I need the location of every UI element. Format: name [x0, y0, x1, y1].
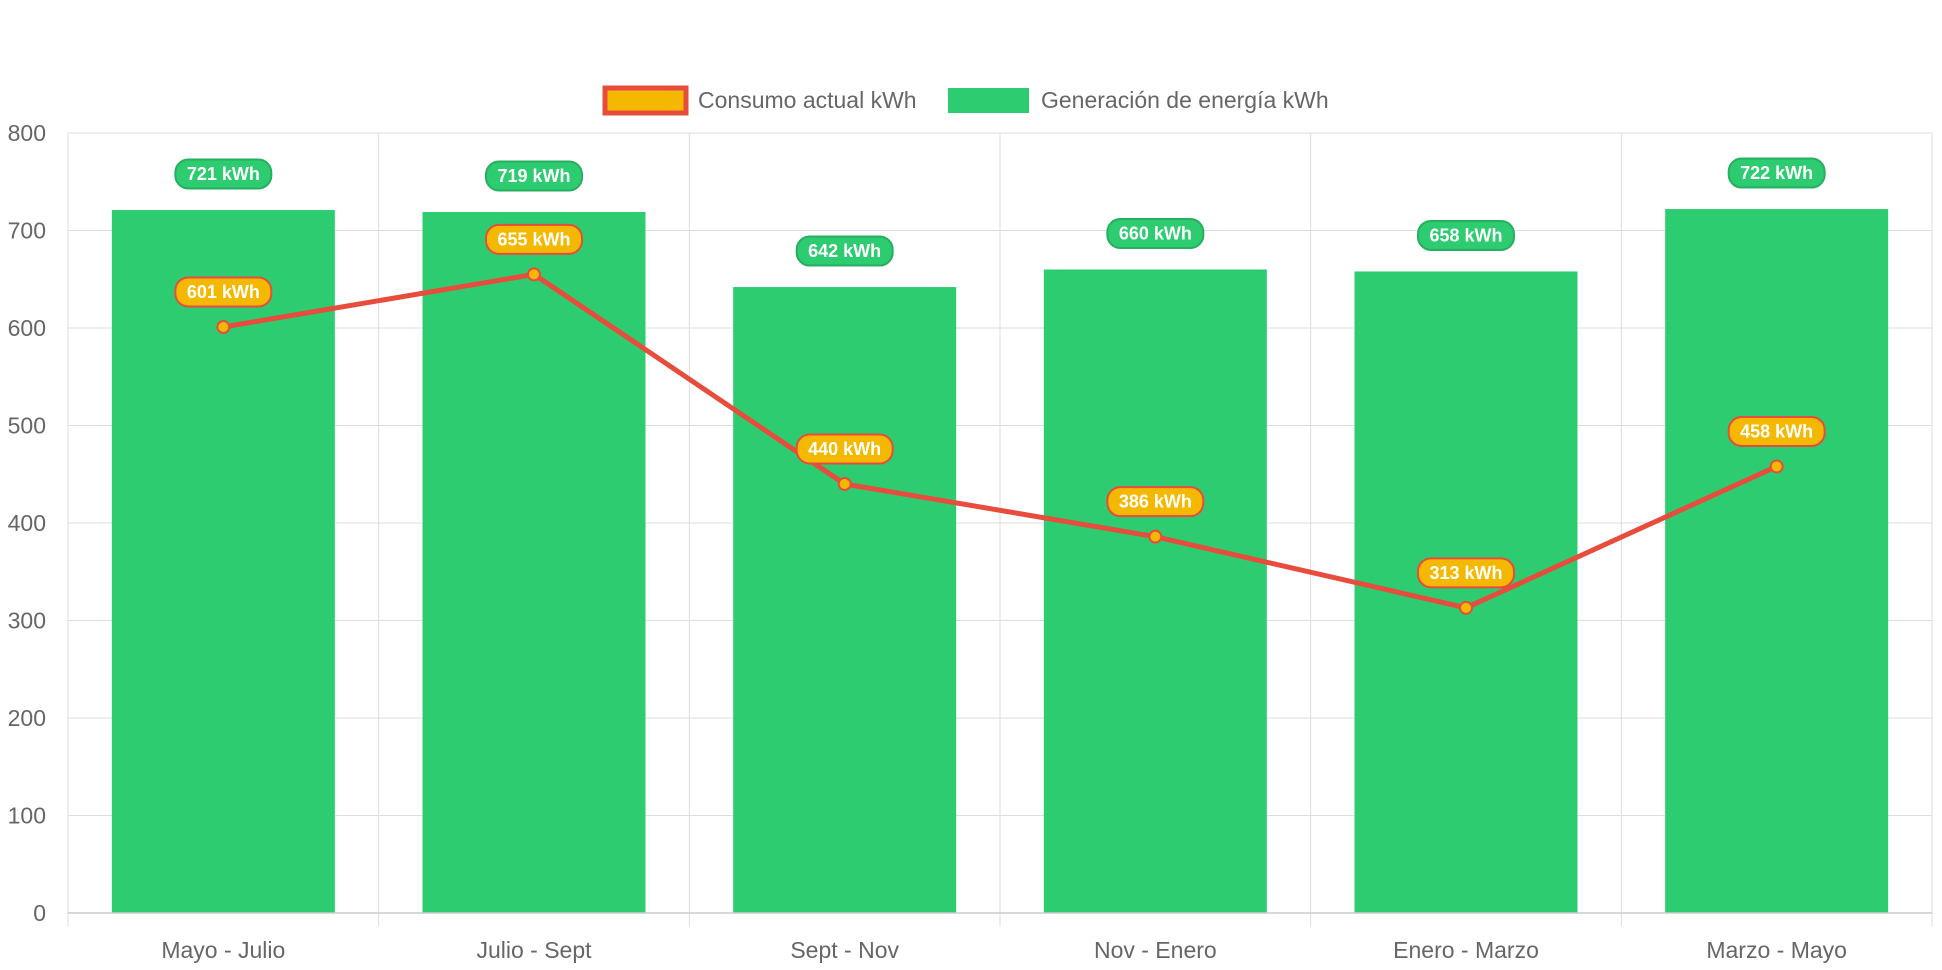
- legend-label-consumo: Consumo actual kWh: [698, 87, 917, 113]
- bar-data-label: 721 kWh: [187, 164, 260, 184]
- line-point: [527, 267, 541, 282]
- x-tick-label: Julio - Sept: [476, 937, 592, 963]
- bar-data-label-bg: [795, 235, 894, 267]
- y-tick-label: 400: [8, 510, 46, 536]
- y-tick-label: 200: [8, 705, 46, 731]
- line-data-label: 440 kWh: [808, 439, 881, 459]
- x-tick-label: Sept - Nov: [790, 937, 899, 963]
- y-tick-label: 600: [8, 315, 46, 341]
- bar-data-label-bg: [1106, 218, 1205, 249]
- y-tick-label: 500: [8, 413, 46, 439]
- legend-item-generacion[interactable]: Generación de energía kWh: [948, 87, 1329, 113]
- x-tick-label: Marzo - Mayo: [1706, 937, 1847, 963]
- legend-swatch-consumo: [602, 85, 689, 116]
- bar: [1665, 209, 1889, 914]
- y-tick-label: 0: [33, 900, 46, 926]
- bar-data-label: 660 kWh: [1119, 224, 1192, 244]
- bar-data-label-bg: [1417, 219, 1515, 251]
- legend-label-generacion: Generación de energía kWh: [1041, 87, 1329, 113]
- line-data-label-bg: [174, 276, 273, 308]
- bar-series: [111, 209, 1889, 914]
- bar-data-label-bg: [174, 158, 273, 190]
- line-data-label-bg: [1727, 415, 1826, 447]
- line-path: [222, 271, 1778, 611]
- line-data-label-bg: [485, 223, 583, 255]
- line-point: [1769, 459, 1784, 474]
- bar: [422, 211, 646, 914]
- x-tick-label: Mayo - Julio: [161, 937, 285, 963]
- bar-data-label: 719 kWh: [497, 166, 570, 186]
- data-labels: 721 kWh 719 kWh 642 kWh 660 kWh 658 kWh 722 k…: [174, 157, 1826, 589]
- bar-data-label: 722 kWh: [1740, 163, 1813, 183]
- bar: [1043, 269, 1267, 913]
- axes: 0 100 200 300 400 500 600 700 800 Mayo - Julio Jul…: [8, 120, 1932, 963]
- grid: [67, 132, 1933, 926]
- line-data-label-bg: [1417, 557, 1515, 589]
- y-tick-label: 300: [8, 608, 46, 634]
- line-data-label-bg: [1106, 486, 1205, 518]
- line-series: [216, 267, 1784, 615]
- y-tick-label: 800: [8, 120, 46, 146]
- line-data-label: 655 kWh: [497, 229, 570, 249]
- line-point: [837, 477, 852, 491]
- y-tick-label: 700: [8, 218, 46, 244]
- bar-data-label-bg: [485, 160, 583, 192]
- legend-item-consumo[interactable]: Consumo actual kWh: [602, 85, 917, 116]
- legend: Consumo actual kWh Generación de energía…: [602, 85, 1329, 116]
- line-data-label: 601 kWh: [187, 282, 260, 302]
- line-data-label: 458 kWh: [1740, 421, 1813, 441]
- y-tick-label: 100: [8, 803, 46, 829]
- line-point: [1148, 529, 1163, 544]
- bar: [733, 287, 957, 913]
- line-data-label-bg: [795, 433, 894, 465]
- line-data-label: 313 kWh: [1429, 563, 1502, 583]
- bar-data-label-bg: [1727, 157, 1826, 189]
- line-data-label: 386 kWh: [1119, 492, 1192, 512]
- legend-swatch-generacion: [948, 88, 1029, 113]
- line-point: [216, 320, 231, 335]
- x-tick-label: Enero - Marzo: [1393, 937, 1539, 963]
- bar-data-label: 642 kWh: [808, 241, 881, 261]
- x-tick-label: Nov - Enero: [1094, 937, 1217, 963]
- line-point: [1459, 600, 1473, 615]
- bar-data-label: 658 kWh: [1429, 225, 1502, 245]
